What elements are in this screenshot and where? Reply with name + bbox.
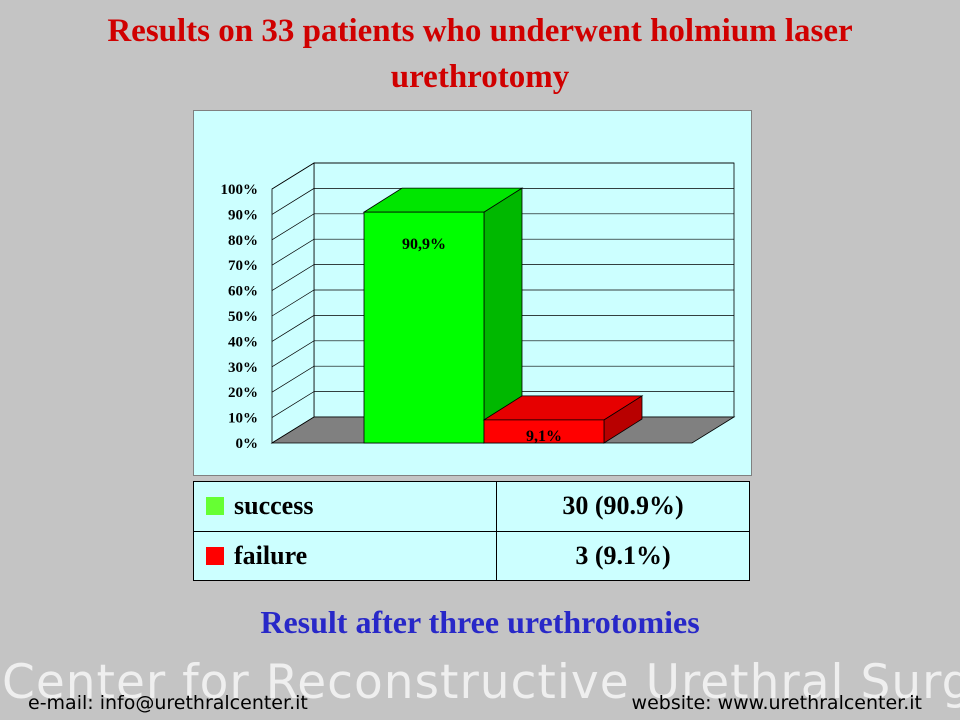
y-tick-label: 80% xyxy=(228,233,258,249)
y-tick-label: 20% xyxy=(228,385,258,401)
legend-label-failure: failure xyxy=(234,540,308,570)
slide-subtitle: Result after three urethrotomies xyxy=(260,604,700,640)
y-tick-label: 40% xyxy=(228,334,258,350)
gridline xyxy=(271,391,734,418)
footer-website: website: www.urethralcenter.it xyxy=(631,692,922,714)
table-cell-value-failure: 3 (9.1%) xyxy=(496,530,750,581)
slide-title: Results on 33 patients who underwent hol… xyxy=(107,13,853,95)
table-row: success 30 (90.9%) xyxy=(193,481,750,532)
y-tick-label: 100% xyxy=(221,182,259,198)
table-cell-value-success: 30 (90.9%) xyxy=(496,481,750,532)
results-table: success 30 (90.9%) failure 3 (9.1%) xyxy=(193,481,750,581)
footer-watermark: Center for Reconstructive Urethral Surge… xyxy=(2,655,960,710)
data-label-failure: 9,1% xyxy=(526,428,562,445)
y-tick-label: 10% xyxy=(228,411,258,427)
table-row: failure 3 (9.1%) xyxy=(193,530,750,581)
bar-chart: 0% 10% 20% 30% 40% 50% 60% 70% 80% 90% 100% 90,9% 9,… xyxy=(193,110,752,476)
legend-swatch-success xyxy=(206,497,224,516)
gridline xyxy=(271,264,734,291)
y-tick-label: 70% xyxy=(228,258,258,274)
bar-success xyxy=(363,211,485,444)
y-tick-label: 0% xyxy=(236,436,259,452)
footer-email: e-mail: info@urethralcenter.it xyxy=(28,692,308,714)
gridline xyxy=(271,162,734,190)
legend-swatch-failure xyxy=(206,546,224,565)
y-tick-label: 30% xyxy=(228,360,258,376)
gridline xyxy=(271,315,734,342)
y-tick-label: 50% xyxy=(228,309,258,325)
table-cell-category: failure xyxy=(193,530,497,581)
gridline xyxy=(271,289,734,317)
table-cell-category: success xyxy=(193,481,497,532)
y-tick-label: 90% xyxy=(228,207,258,223)
data-label-success: 90,9% xyxy=(402,236,446,253)
bar-chart-canvas: 0% 10% 20% 30% 40% 50% 60% 70% 80% 90% 100% 90,9% 9,… xyxy=(221,162,736,452)
bar-failure xyxy=(483,419,605,444)
gridline xyxy=(271,340,734,368)
y-tick-label: 60% xyxy=(228,284,258,300)
gridline xyxy=(271,213,734,241)
legend-label-success: success xyxy=(234,491,314,521)
gridline xyxy=(271,238,734,266)
gridline xyxy=(271,188,734,215)
gridline xyxy=(271,365,734,393)
